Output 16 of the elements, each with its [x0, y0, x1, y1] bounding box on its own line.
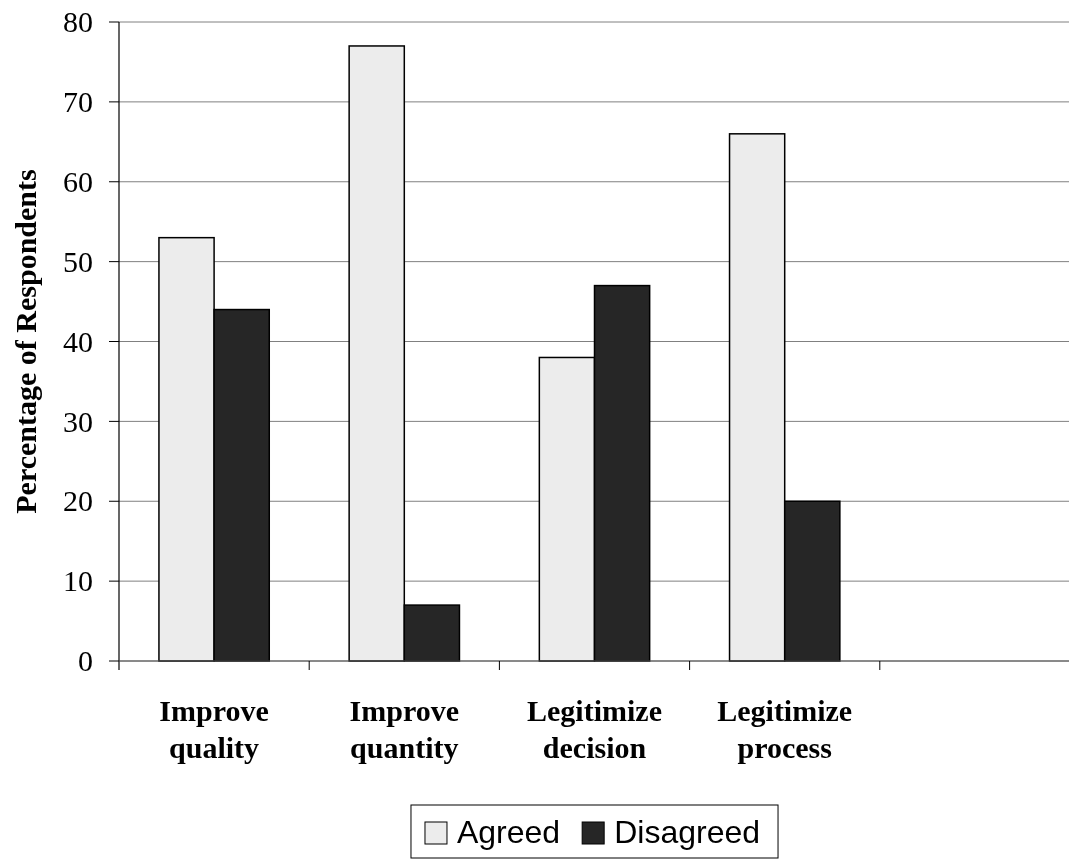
y-tick-label: 0 [78, 644, 93, 678]
x-tick-label: Legitimize decision [527, 694, 662, 764]
y-tick-label: 50 [63, 244, 93, 278]
legend-label: Agreed [456, 814, 561, 850]
y-tick-label: 40 [63, 324, 93, 358]
y-tick-label: 80 [63, 5, 93, 39]
y-tick-label: 20 [63, 484, 93, 518]
legend-label: Disagreed [614, 814, 761, 850]
x-tick-label: Improve quality [159, 694, 269, 764]
y-tick-label: 60 [63, 164, 93, 198]
y-tick-label: 70 [63, 85, 93, 119]
y-tick-label: 10 [63, 564, 93, 598]
x-tick-label: Legitimize process [717, 694, 853, 764]
y-tick-label: 30 [63, 404, 93, 438]
x-tick-label: Improve quantity [349, 694, 460, 764]
y-axis-title: Percentage of Respondents [9, 169, 42, 514]
